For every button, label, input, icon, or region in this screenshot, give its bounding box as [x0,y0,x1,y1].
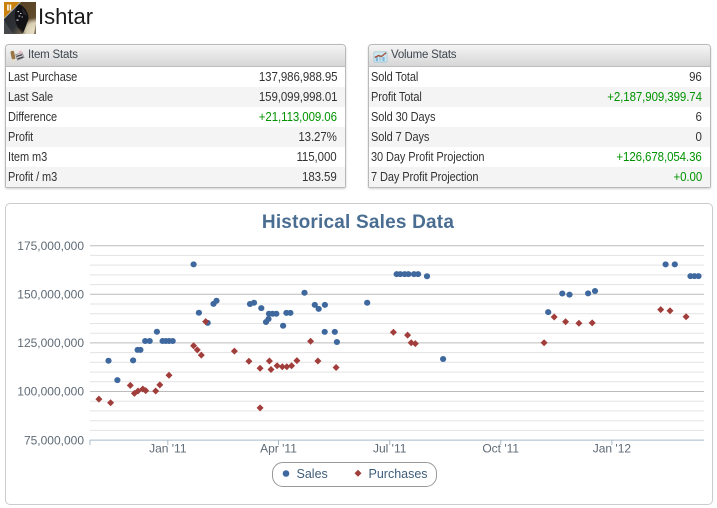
svg-text:150,000,000: 150,000,000 [17,288,84,302]
svg-text:Jan '11: Jan '11 [149,442,187,456]
svg-text:75,000,000: 75,000,000 [24,433,84,447]
svg-text:Apr '11: Apr '11 [260,442,297,456]
svg-text:Oct '11: Oct '11 [482,442,519,456]
svg-text:Jan '12: Jan '12 [593,442,632,456]
svg-text:100,000,000: 100,000,000 [17,385,84,399]
svg-text:125,000,000: 125,000,000 [17,336,84,350]
svg-text:Jul '11: Jul '11 [373,442,407,456]
svg-text:175,000,000: 175,000,000 [17,239,84,253]
